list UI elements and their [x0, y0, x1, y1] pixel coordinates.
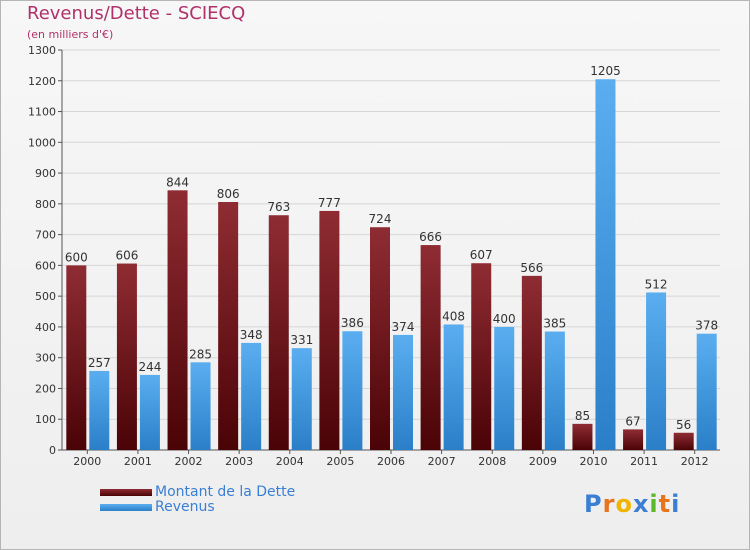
bar-revenue: [494, 326, 515, 450]
y-tick-label: 700: [35, 229, 56, 242]
bar-revenue: [89, 370, 110, 450]
data-label-debt: 566: [520, 261, 543, 275]
bar-debt: [319, 210, 340, 450]
logo-letter: P: [584, 490, 603, 518]
legend-label-revenue: Revenus: [155, 499, 215, 515]
data-label-debt: 606: [115, 249, 138, 263]
data-label-debt: 600: [65, 250, 88, 264]
data-label-revenue: 1205: [590, 64, 621, 78]
logo-letter: t: [658, 490, 672, 518]
x-tick-label: 2006: [377, 455, 405, 468]
bar-revenue: [139, 374, 160, 450]
y-tick-label: 1000: [28, 136, 56, 149]
y-tick-label: 1300: [28, 44, 56, 57]
data-label-revenue: 378: [695, 319, 718, 333]
logo-letter: o: [615, 490, 633, 518]
x-tick-label: 2008: [478, 455, 506, 468]
bar-revenue: [696, 333, 717, 450]
x-tick-label: 2012: [681, 455, 709, 468]
x-tick-label: 2000: [73, 455, 101, 468]
data-label-revenue: 285: [189, 347, 212, 361]
bar-debt: [521, 275, 542, 450]
logo-letter: x: [632, 490, 650, 518]
y-tick-label: 400: [35, 321, 56, 334]
bar-debt: [370, 227, 390, 450]
data-label-revenue: 244: [138, 360, 161, 374]
logo-letter: r: [602, 490, 616, 518]
bar-debt: [167, 190, 188, 451]
bar-debt: [268, 215, 289, 450]
data-label-revenue: 257: [88, 356, 111, 370]
x-tick-label: 2004: [276, 455, 304, 468]
y-tick-label: 200: [35, 382, 56, 395]
y-tick-label: 300: [35, 352, 56, 365]
x-tick-label: 2001: [124, 455, 152, 468]
data-label-revenue: 348: [240, 328, 263, 342]
data-label-debt: 85: [575, 409, 590, 423]
y-tick-label: 900: [35, 167, 56, 180]
legend-swatch-debt: [100, 489, 152, 496]
bar-revenue: [291, 348, 312, 450]
bar-debt: [218, 202, 239, 450]
data-label-revenue: 408: [442, 309, 465, 323]
data-label-revenue: 374: [392, 320, 415, 334]
x-tick-label: 2005: [326, 455, 354, 468]
legend-label-debt: Montant de la Dette: [155, 484, 296, 500]
y-tick-label: 1100: [28, 106, 56, 119]
bar-debt: [572, 423, 593, 450]
bar-debt: [66, 265, 87, 450]
logo-letter: i: [649, 490, 659, 518]
data-label-debt: 777: [318, 196, 341, 210]
data-label-revenue: 512: [645, 277, 668, 291]
x-tick-label: 2011: [630, 455, 658, 468]
chart-subtitle: (en milliers d'€): [27, 28, 114, 41]
bar-debt: [623, 429, 644, 450]
data-label-debt: 666: [419, 230, 442, 244]
data-label-debt: 844: [166, 175, 189, 189]
data-label-revenue: 386: [341, 316, 364, 330]
bar-revenue: [190, 362, 211, 450]
data-label-revenue: 385: [543, 317, 566, 331]
x-tick-label: 2003: [225, 455, 253, 468]
y-tick-label: 600: [35, 259, 56, 272]
data-label-debt: 806: [217, 187, 240, 201]
chart-title: Revenus/Dette - SCIECQ: [27, 3, 246, 24]
bar-debt: [471, 263, 492, 450]
bar-revenue: [646, 292, 667, 450]
data-label-debt: 763: [267, 200, 290, 214]
y-tick-label: 0: [49, 444, 56, 457]
proxiti-logo: Proxiti: [584, 490, 680, 518]
bar-debt: [673, 432, 694, 450]
bar-revenue: [393, 334, 413, 450]
y-tick-label: 800: [35, 198, 56, 211]
logo-letter: i: [671, 490, 681, 518]
legend-swatch-revenue: [100, 504, 152, 511]
bar-revenue: [443, 324, 464, 450]
bar-debt: [116, 263, 137, 450]
y-tick-label: 500: [35, 290, 56, 303]
bar-revenue: [241, 342, 262, 450]
y-tick-label: 100: [35, 413, 56, 426]
bar-debt: [420, 245, 441, 450]
data-label-revenue: 331: [290, 333, 313, 347]
x-tick-label: 2009: [529, 455, 557, 468]
x-tick-label: 2010: [579, 455, 607, 468]
data-label-debt: 607: [470, 248, 493, 262]
data-label-debt: 67: [625, 414, 640, 428]
y-tick-label: 1200: [28, 75, 56, 88]
data-label-revenue: 400: [493, 312, 516, 326]
bar-revenue: [544, 331, 565, 450]
bar-revenue: [342, 331, 363, 450]
data-label-debt: 724: [369, 212, 392, 226]
x-tick-label: 2007: [428, 455, 456, 468]
bar-revenue: [595, 79, 616, 450]
x-tick-label: 2002: [175, 455, 203, 468]
data-label-debt: 56: [676, 418, 691, 432]
